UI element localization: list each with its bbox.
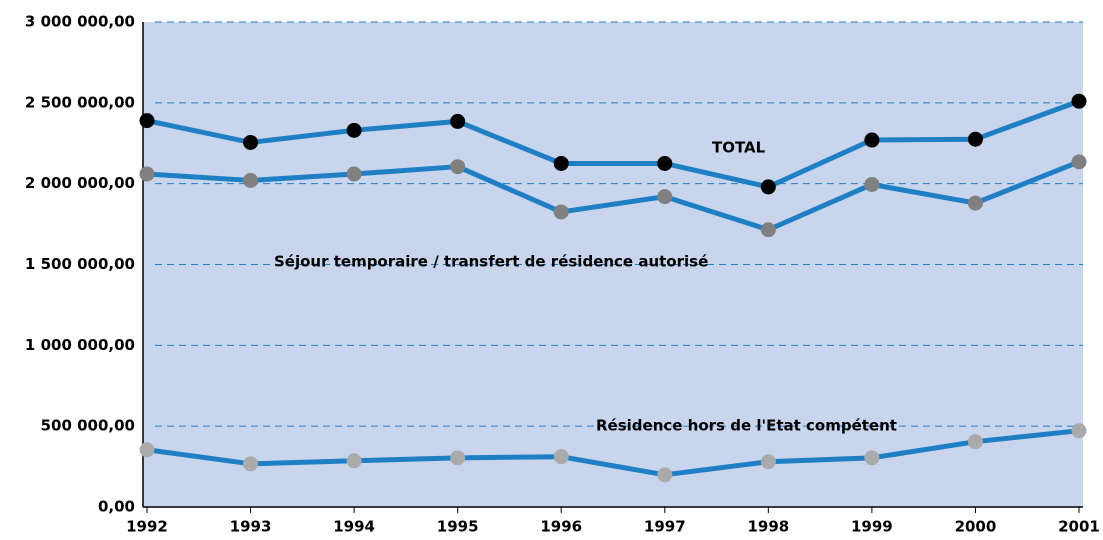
x-tick-label: 2000 xyxy=(955,518,997,536)
data-point xyxy=(1071,93,1087,109)
data-point xyxy=(864,176,880,192)
data-point xyxy=(553,155,569,171)
x-tick-label: 1999 xyxy=(851,518,893,536)
data-point xyxy=(139,166,155,182)
data-point xyxy=(967,434,983,450)
data-point xyxy=(657,467,673,483)
y-tick-label: 500 000,00 xyxy=(41,417,135,435)
data-point xyxy=(760,179,776,195)
x-tick-label: 1993 xyxy=(230,518,272,536)
series-line xyxy=(146,159,1080,233)
data-point xyxy=(243,172,259,188)
data-point xyxy=(450,159,466,175)
data-point xyxy=(553,204,569,220)
data-point xyxy=(864,450,880,466)
data-point xyxy=(864,132,880,148)
data-point xyxy=(346,453,362,469)
data-point xyxy=(1071,423,1087,439)
x-tick-label: 1997 xyxy=(644,518,686,536)
data-point xyxy=(657,155,673,171)
x-tick-label: 1998 xyxy=(747,518,789,536)
data-point xyxy=(243,456,259,472)
y-tick-label: 1 500 000,00 xyxy=(25,255,135,273)
x-tick-label: 2001 xyxy=(1058,518,1100,536)
series-label: Résidence hors de l'Etat compétent xyxy=(596,417,897,435)
data-point xyxy=(139,113,155,129)
x-tick-label: 1996 xyxy=(540,518,582,536)
y-tick-label: 1 000 000,00 xyxy=(25,336,135,354)
data-point xyxy=(657,189,673,205)
x-tick-label: 1995 xyxy=(437,518,479,536)
y-tick-label: 3 000 000,00 xyxy=(25,13,135,31)
data-point xyxy=(139,442,155,458)
series-label: Séjour temporaire / transfert de résiden… xyxy=(274,253,708,271)
data-point xyxy=(1071,154,1087,170)
y-tick-label: 2 500 000,00 xyxy=(25,93,135,111)
data-point xyxy=(346,122,362,138)
data-point xyxy=(346,166,362,182)
data-point xyxy=(967,195,983,211)
data-point xyxy=(760,454,776,470)
x-tick-label: 1994 xyxy=(333,518,375,536)
series-label: TOTAL xyxy=(712,139,766,157)
series-line xyxy=(146,98,1080,190)
y-tick-label: 0,00 xyxy=(98,498,135,516)
data-point xyxy=(967,131,983,147)
data-point xyxy=(450,113,466,129)
data-point xyxy=(243,134,259,150)
series-line xyxy=(146,428,1080,478)
data-point xyxy=(553,449,569,465)
data-point xyxy=(760,222,776,238)
x-tick-label: 1992 xyxy=(126,518,168,536)
y-tick-label: 2 000 000,00 xyxy=(25,174,135,192)
data-point xyxy=(450,450,466,466)
